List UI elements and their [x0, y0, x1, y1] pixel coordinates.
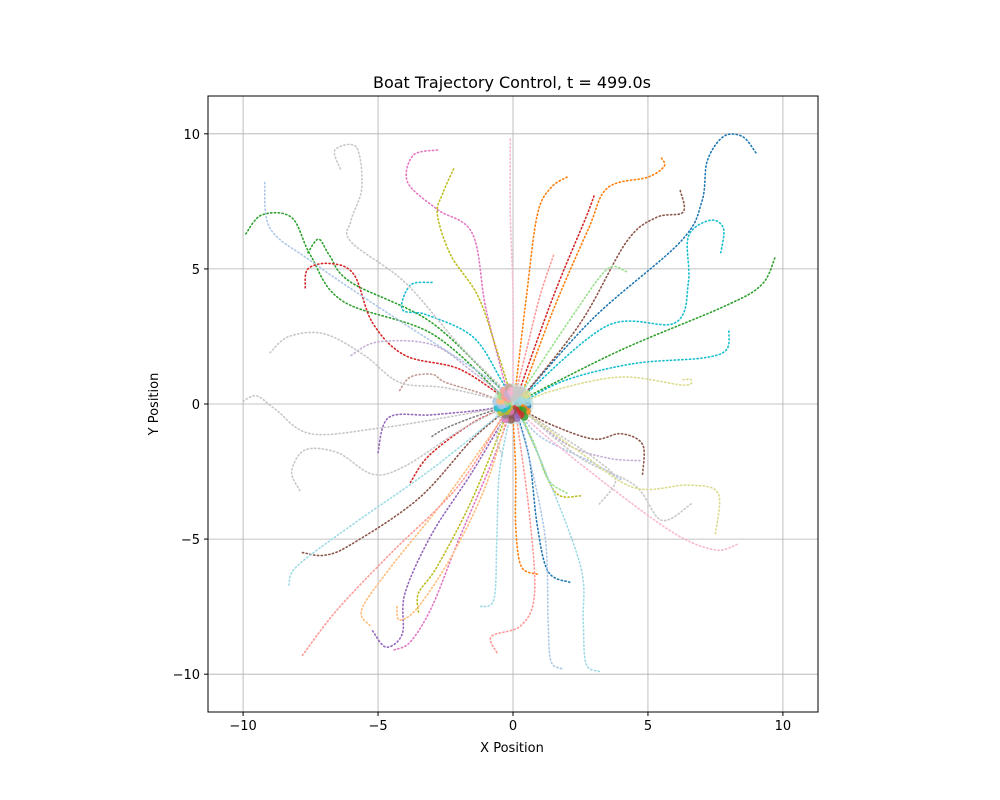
trajectory-line — [396, 414, 509, 621]
trajectory-line — [360, 414, 506, 627]
trajectory-line — [245, 211, 503, 397]
x-tick-label: −10 — [229, 719, 256, 734]
trajectory-line — [520, 189, 686, 400]
trajectory-line — [523, 219, 725, 397]
trajectory-line — [517, 411, 601, 673]
trajectory-line — [398, 373, 509, 405]
trajectory-line — [371, 411, 509, 649]
trajectory-line — [517, 408, 568, 494]
y-axis-label: Y Position — [147, 373, 162, 437]
trajectory-line — [523, 257, 776, 400]
trajectory-line — [350, 339, 509, 400]
trajectories — [242, 133, 776, 673]
y-tick-label: −10 — [173, 668, 200, 683]
trajectory-line — [416, 411, 509, 613]
trajectory-line — [405, 149, 509, 394]
trajectory-line — [393, 411, 512, 651]
trajectory-line — [520, 408, 692, 522]
trajectory-line — [479, 414, 512, 608]
x-tick-label: 0 — [509, 719, 517, 734]
y-tick-label: 5 — [192, 263, 200, 278]
y-tick-label: 10 — [183, 128, 200, 143]
boat-marker — [514, 398, 523, 407]
trajectory-line — [520, 157, 666, 397]
x-tick-label: −5 — [368, 719, 387, 734]
x-tick-label: 5 — [644, 719, 652, 734]
trajectory-line — [514, 176, 568, 389]
y-tick-label: −5 — [181, 533, 200, 548]
trajectory-line — [400, 281, 512, 400]
trajectory-line — [517, 405, 617, 505]
ticks: −10 −5 0 5 10 −10 −5 0 5 10 — [173, 128, 792, 734]
target-cluster — [492, 383, 534, 425]
y-tick-label: 0 — [192, 398, 200, 413]
trajectory-line — [520, 408, 645, 475]
trajectory-line — [333, 143, 509, 394]
x-tick-label: 10 — [775, 719, 792, 734]
trajectory-line — [288, 411, 503, 586]
trajectory-line — [509, 138, 514, 392]
trajectory-line — [242, 394, 506, 436]
trajectory-line — [290, 405, 506, 492]
trajectory-line — [520, 133, 757, 400]
trajectory-line — [307, 238, 506, 394]
trajectory-line — [523, 330, 730, 403]
trajectory-line — [520, 265, 628, 394]
x-axis-label: X Position — [480, 741, 544, 756]
trajectory-line — [301, 408, 509, 557]
trajectory-line — [517, 195, 595, 394]
trajectory-line — [520, 408, 721, 535]
boat-marker — [523, 398, 532, 407]
trajectory-line — [263, 181, 509, 400]
trajectory-line — [517, 408, 738, 552]
trajectory-line — [269, 331, 506, 403]
trajectory-line — [301, 411, 506, 657]
trajectory-line — [512, 416, 539, 575]
trajectory-line — [436, 168, 512, 394]
trajectory-line — [304, 262, 506, 400]
chart-title: Boat Trajectory Control, t = 499.0s — [373, 73, 651, 92]
trajectory-line — [514, 411, 563, 670]
trajectory-line — [489, 411, 536, 654]
trajectory-line — [520, 376, 693, 405]
